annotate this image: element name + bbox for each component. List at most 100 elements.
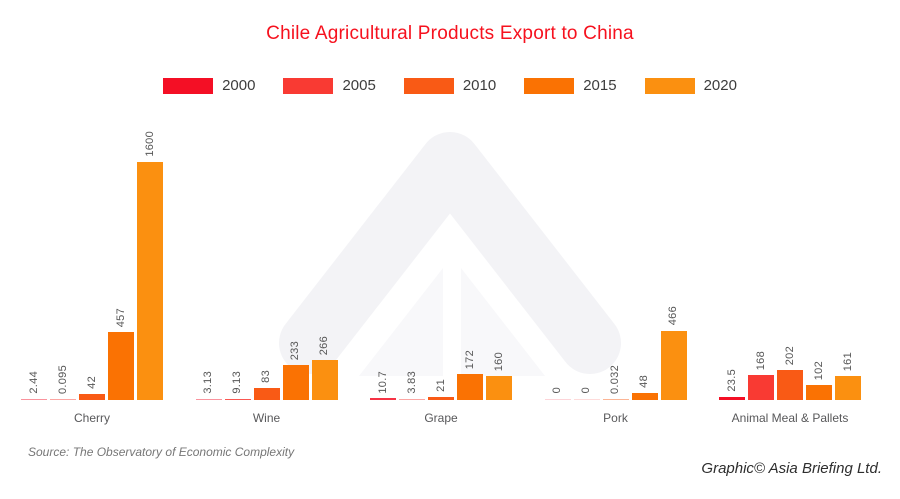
chart-title: Chile Agricultural Products Export to Ch… — [266, 23, 634, 44]
bar — [21, 398, 47, 400]
category-axis: Cherry Wine Grape Pork Animal Meal & Pallets — [21, 411, 861, 425]
bar-group-cherry: 2.44 0.095 42 457 1600 — [21, 130, 163, 400]
bar-column: 48 — [631, 130, 658, 400]
bar-column: 202 — [777, 130, 803, 400]
bar — [137, 162, 163, 400]
legend-swatch — [283, 77, 334, 94]
legend-swatch — [524, 77, 575, 94]
bar-column: 83 — [253, 130, 280, 400]
bar — [282, 365, 309, 400]
bar — [311, 360, 338, 400]
bar — [50, 398, 76, 400]
bar — [457, 374, 483, 400]
legend-item-2015: 2015 — [524, 77, 617, 94]
bar-column: 21 — [428, 130, 454, 400]
bar-value-label: 21 — [434, 379, 447, 392]
bar — [399, 398, 425, 400]
bar-value-label: 161 — [841, 351, 854, 372]
bar — [544, 398, 571, 400]
bar-value-label: 48 — [638, 375, 650, 388]
bar — [631, 392, 658, 400]
bar — [428, 396, 454, 400]
bar-value-label: 233 — [289, 341, 301, 361]
category-label: Pork — [603, 411, 628, 425]
bar-column: 161 — [835, 130, 861, 400]
category-label: Grape — [424, 411, 458, 425]
legend: 2000 2005 2010 2015 2020 — [0, 77, 900, 94]
bar-column: 466 — [660, 130, 687, 400]
bar-group-animal-meal-pallets: 23.5 168 202 102 161 — [719, 130, 861, 400]
bar — [79, 393, 105, 400]
bar-value-label: 168 — [754, 350, 767, 371]
bar-value-label: 0 — [551, 387, 563, 394]
legend-swatch — [163, 77, 214, 94]
bar-value-label: 3.13 — [202, 371, 214, 394]
bar — [719, 396, 745, 400]
bar — [602, 398, 629, 400]
bar-column: 3.13 — [195, 130, 222, 400]
bar-column: 1600 — [137, 130, 163, 400]
legend-swatch — [644, 77, 695, 94]
bar-value-label: 160 — [492, 351, 505, 372]
bar-column: 160 — [486, 130, 512, 400]
bar-column: 0.032 — [602, 130, 629, 400]
bar-column: 0 — [573, 130, 600, 400]
bar-value-label: 0.032 — [609, 364, 621, 394]
category-label: Wine — [252, 411, 281, 425]
bar-column: 0.095 — [50, 130, 76, 400]
legend-label: 2000 — [222, 77, 256, 94]
asia-briefing-logo-watermark — [279, 132, 621, 376]
bar-value-label: 202 — [783, 345, 796, 365]
bar-column: 9.13 — [224, 130, 251, 400]
bar — [573, 398, 600, 400]
bar — [108, 332, 134, 400]
bar-value-label: 9.13 — [231, 371, 243, 394]
legend-item-2005: 2005 — [283, 77, 376, 94]
bar-column: 172 — [457, 130, 483, 400]
bar — [253, 387, 280, 400]
bar-value-label: 457 — [114, 307, 127, 328]
bar-value-label: 83 — [260, 369, 272, 383]
bar-value-label: 466 — [667, 306, 679, 326]
bar — [660, 330, 687, 400]
bar-column: 10.7 — [370, 130, 396, 400]
bar-value-label: 102 — [812, 360, 825, 380]
bar-value-label: 42 — [85, 375, 98, 389]
bar-column: 233 — [282, 130, 309, 400]
bar — [370, 398, 396, 400]
bar-value-label: 0.095 — [56, 364, 69, 394]
bar-column: 2.44 — [21, 130, 47, 400]
bar-column: 3.83 — [399, 130, 425, 400]
bar — [195, 398, 222, 400]
legend-label: 2020 — [703, 77, 737, 94]
category-label: Cherry — [73, 411, 110, 425]
legend-item-2000: 2000 — [163, 77, 255, 94]
bar-value-label: 0 — [580, 387, 592, 394]
bar-plot: 2.44 0.095 42 457 1600 3.13 9.13 83 233 266 10.7 3.… — [21, 130, 861, 400]
bar-column: 0 — [544, 130, 571, 400]
bar-value-label: 2.44 — [27, 371, 40, 394]
bar-column: 168 — [748, 130, 774, 400]
credit-note: Graphic© Asia Briefing Ltd. — [701, 460, 882, 477]
bar-value-label: 266 — [318, 336, 330, 356]
bar-column: 23.5 — [719, 130, 745, 400]
bar-column: 266 — [311, 130, 338, 400]
legend-label: 2015 — [583, 77, 617, 94]
bar-column: 42 — [79, 130, 105, 400]
legend-label: 2005 — [342, 77, 376, 94]
bar — [835, 376, 861, 400]
bar-group-pork: 0 0 0.032 48 466 — [544, 130, 687, 400]
bar-value-label: 1600 — [143, 131, 156, 157]
bar — [777, 369, 803, 400]
bar — [224, 398, 251, 400]
legend-swatch — [403, 77, 454, 94]
bar-value-label: 10.7 — [376, 370, 389, 394]
bar-value-label: 23.5 — [725, 368, 738, 392]
legend-item-2020: 2020 — [644, 77, 737, 94]
legend-item-2010: 2010 — [403, 77, 497, 94]
category-label: Animal Meal & Pallets — [731, 411, 849, 425]
source-note: Source: The Observatory of Economic Comp… — [28, 445, 295, 459]
legend-label: 2010 — [462, 77, 497, 94]
bar-value-label: 172 — [463, 350, 476, 370]
